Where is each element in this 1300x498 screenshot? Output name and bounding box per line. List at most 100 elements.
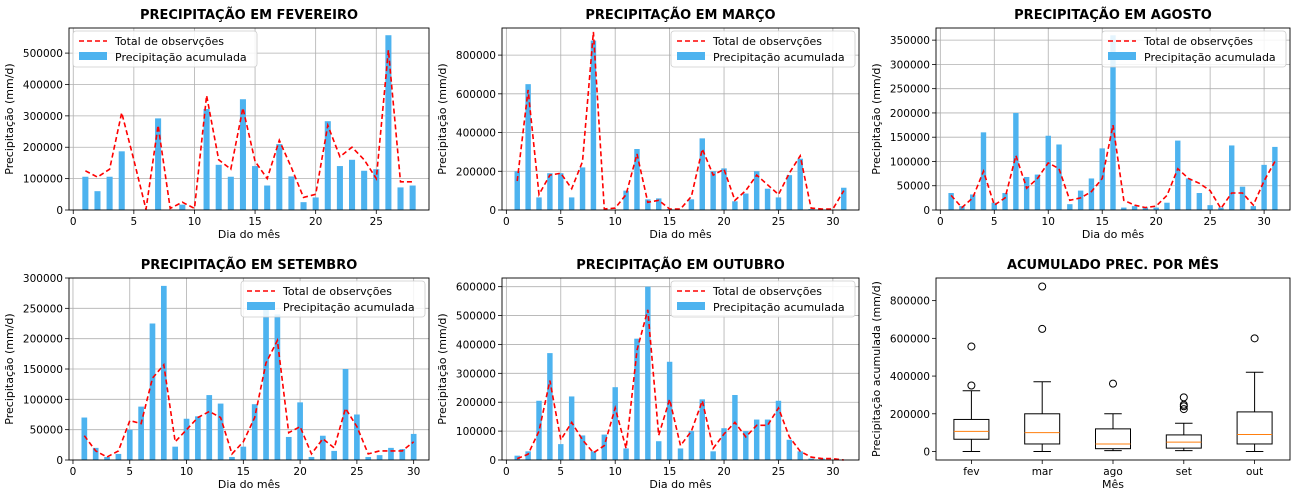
bar xyxy=(312,197,319,210)
bar xyxy=(579,435,586,460)
bar xyxy=(634,338,640,460)
y-tick-label: 0 xyxy=(489,455,496,467)
x-tick-label: 15 xyxy=(663,216,676,228)
y-tick-label: 200000 xyxy=(456,397,496,409)
x-axis-label: Dia do mês xyxy=(1082,228,1144,241)
x-tick-label: 20 xyxy=(1149,216,1162,228)
outlier-point xyxy=(1179,393,1188,402)
x-tick-label: 10 xyxy=(188,216,201,228)
x-tick-label: 15 xyxy=(248,216,261,228)
bar xyxy=(1175,140,1181,210)
bar xyxy=(349,159,356,210)
bar xyxy=(656,198,662,210)
bar xyxy=(336,166,343,210)
chart-panel-5: PRECIPITAÇÃO EM OUTUBRO 0 100000 200000 3000… xyxy=(436,257,860,491)
bar xyxy=(969,194,976,210)
bar xyxy=(753,419,760,460)
bar xyxy=(677,448,684,460)
x-tick-label: 0 xyxy=(70,216,77,228)
y-tick-label: 800000 xyxy=(456,50,496,62)
bar xyxy=(1077,190,1084,210)
x-tick-label: 10 xyxy=(609,466,622,478)
x-tick-label: 15 xyxy=(1096,216,1109,228)
y-tick-label: 200000 xyxy=(890,108,930,120)
legend-bar-swatch xyxy=(677,302,705,310)
plot-frame xyxy=(68,27,430,211)
y-axis-label: Precipitação acumulada (mm/d) xyxy=(870,281,883,457)
bar xyxy=(797,158,803,210)
bar xyxy=(1131,206,1138,210)
y-tick-label: 800000 xyxy=(890,296,930,308)
bar xyxy=(634,149,640,210)
outlier-point xyxy=(1038,282,1047,291)
bar xyxy=(179,204,186,210)
bar xyxy=(104,456,110,460)
bar xyxy=(547,353,553,460)
bar xyxy=(1142,207,1149,210)
outlier-point xyxy=(967,381,976,390)
bar xyxy=(645,286,651,460)
bar xyxy=(786,175,793,210)
bar xyxy=(1056,144,1062,210)
y-tick-label: 500000 xyxy=(23,48,63,60)
x-tick-label: 30 xyxy=(826,216,839,228)
x-tick-label: 15 xyxy=(663,466,676,478)
bar xyxy=(568,197,575,210)
legend: Total de observções Precipitação acumulad… xyxy=(670,30,856,68)
bar xyxy=(732,395,738,460)
legend-label-line: Total de observções xyxy=(712,35,822,48)
legend-frame xyxy=(670,280,856,318)
legend-bar-swatch xyxy=(1108,52,1136,60)
y-tick-label: 200000 xyxy=(23,334,63,346)
bar xyxy=(710,171,716,210)
x-tick-label: 10 xyxy=(180,466,193,478)
y-tick-label: 400000 xyxy=(890,371,930,383)
bar xyxy=(1218,207,1224,210)
bar xyxy=(797,451,803,460)
bar xyxy=(732,201,738,210)
bar xyxy=(1250,206,1257,210)
bar xyxy=(263,309,269,460)
x-tick-label: 25 xyxy=(772,466,785,478)
bar xyxy=(365,456,372,460)
y-tick-label: 500000 xyxy=(456,311,496,323)
bar xyxy=(1067,204,1073,210)
x-tick-label: ago xyxy=(1103,466,1123,478)
bar xyxy=(118,151,125,210)
bar xyxy=(1153,207,1159,210)
bar xyxy=(699,399,705,460)
x-tick-label: 25 xyxy=(370,216,383,228)
x-tick-label: 0 xyxy=(937,216,944,228)
bar xyxy=(590,451,597,460)
x-tick-label: 20 xyxy=(717,216,730,228)
box-iqr xyxy=(1236,411,1273,445)
y-tick-label: 50000 xyxy=(30,425,63,437)
y-tick-label: 300000 xyxy=(456,368,496,380)
bar xyxy=(1164,202,1170,210)
x-axis-label: Dia do mês xyxy=(218,228,280,241)
bar xyxy=(288,176,295,210)
bar xyxy=(841,187,847,210)
box-fev xyxy=(953,342,990,453)
bar xyxy=(183,418,190,460)
bar xyxy=(1196,193,1203,210)
legend-label-line: Total de observções xyxy=(1143,35,1253,48)
x-axis-label: Mês xyxy=(1102,478,1124,491)
bar xyxy=(308,456,315,460)
bar xyxy=(525,451,531,460)
legend-label-bar: Precipitação acumulada xyxy=(115,51,247,64)
y-tick-label: 600000 xyxy=(890,333,930,345)
box-out xyxy=(1236,334,1273,453)
outlier-point xyxy=(1179,405,1188,414)
bar xyxy=(106,176,113,210)
bar xyxy=(229,456,235,460)
legend-label-bar: Precipitação acumulada xyxy=(283,301,415,314)
x-tick-label: 20 xyxy=(309,216,322,228)
y-axis-label: Precipitação (mm/d) xyxy=(3,63,16,174)
y-tick-label: 350000 xyxy=(890,35,930,47)
bar xyxy=(1272,146,1278,210)
bar xyxy=(764,188,771,210)
bar xyxy=(601,434,608,460)
x-tick-label: 15 xyxy=(237,466,250,478)
series-line xyxy=(950,124,1276,210)
